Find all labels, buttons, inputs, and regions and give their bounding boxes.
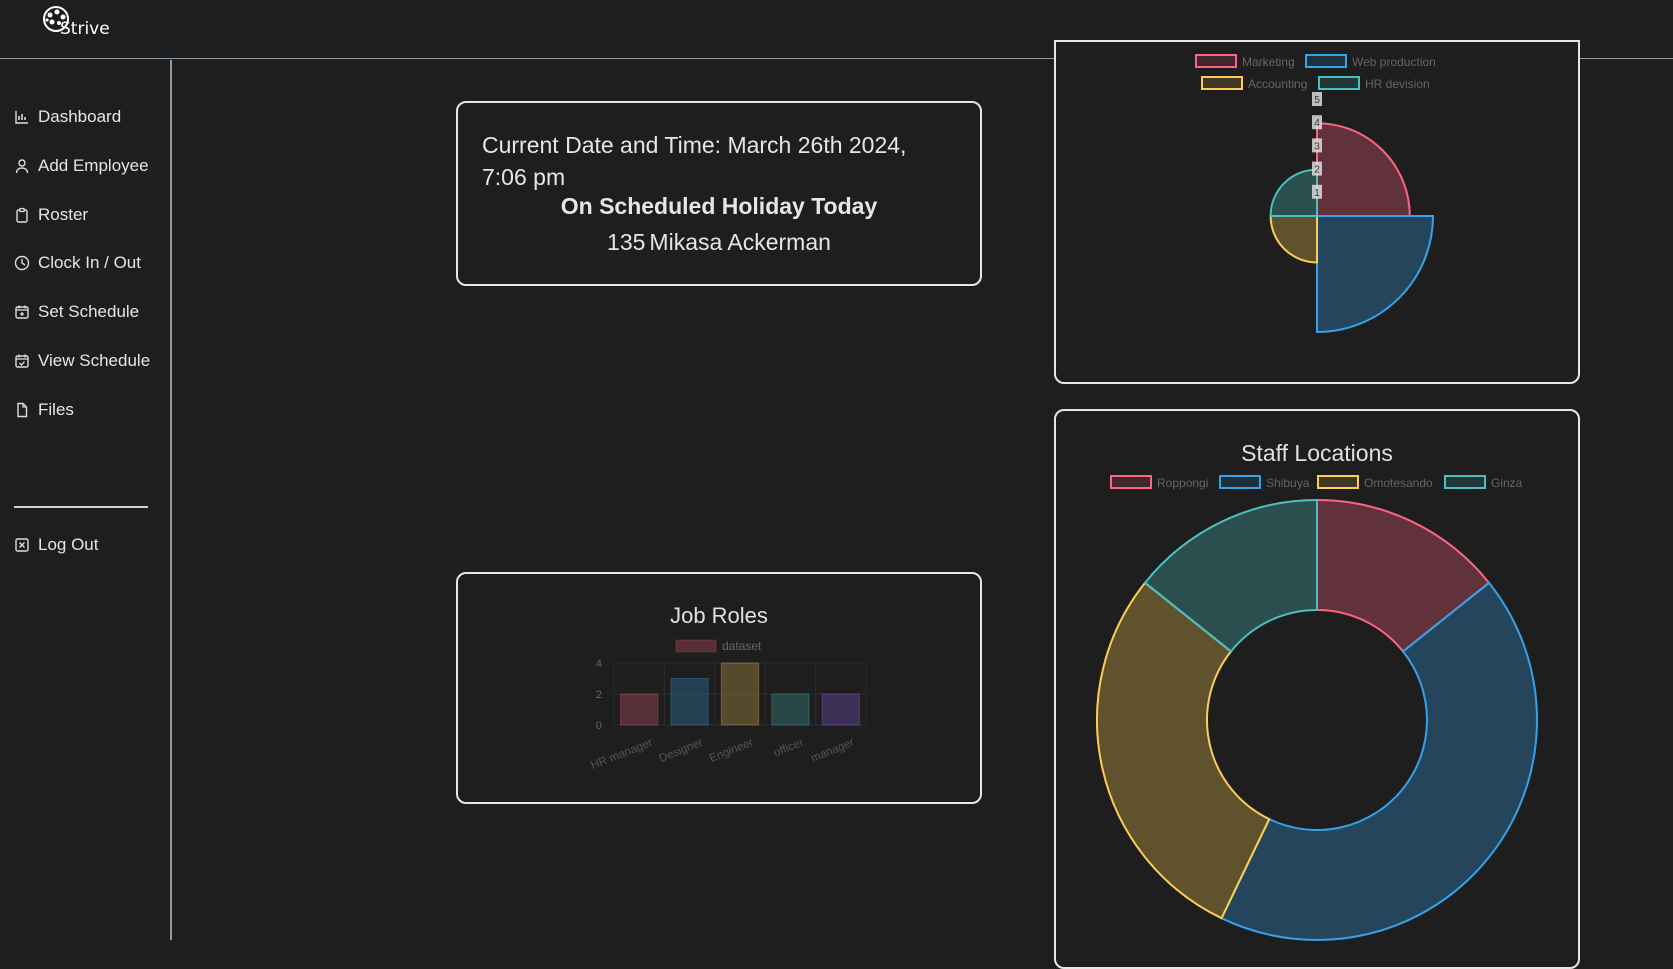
file-icon bbox=[17, 402, 28, 418]
legend-label: Omotesando bbox=[1364, 476, 1433, 490]
staff-locations-card: Staff Locations Roppongi Shibuya Omotesand… bbox=[1054, 409, 1580, 969]
x-tick-label: officer bbox=[772, 737, 805, 760]
current-datetime: Current Date and Time: March 26th 2024, … bbox=[482, 132, 907, 190]
app-logo[interactable]: Strive bbox=[40, 5, 110, 39]
sidebar-item-label: Files bbox=[38, 400, 74, 419]
legend-label: HR devision bbox=[1365, 77, 1430, 91]
sidebar-item-view-schedule[interactable]: View Schedule bbox=[14, 348, 150, 374]
clipboard-icon bbox=[16, 207, 28, 223]
polar-segment[interactable] bbox=[1316, 122, 1411, 217]
y-tick-label: 4 bbox=[596, 658, 602, 670]
sidebar-item-label: Clock In / Out bbox=[38, 253, 141, 272]
chart-title: Job Roles bbox=[670, 603, 768, 628]
legend-swatch bbox=[1201, 76, 1243, 90]
r-tick-backdrop bbox=[1312, 161, 1322, 176]
close-box-icon bbox=[15, 538, 29, 552]
y-tick-label: 0 bbox=[596, 720, 602, 732]
sidebar-divider bbox=[14, 506, 148, 508]
departments-card: Marketing Web production Accounting HR devi… bbox=[1054, 40, 1580, 384]
top-bar: Strive bbox=[0, 0, 1673, 59]
person-icon bbox=[15, 159, 29, 174]
bar-chart-icon bbox=[15, 111, 28, 124]
brain-logo-icon bbox=[43, 6, 69, 32]
logout-button[interactable]: Log Out bbox=[14, 532, 99, 558]
job-roles-chart: Job Roles dataset 0 2 4 HR manager Designer… bbox=[589, 603, 867, 773]
r-tick-label: 3 bbox=[1314, 141, 1320, 152]
sidebar-item-clock-in-out[interactable]: Clock In / Out bbox=[14, 250, 141, 276]
bar[interactable] bbox=[720, 662, 760, 726]
employee-id: 135 bbox=[607, 229, 646, 255]
r-tick-backdrop bbox=[1312, 92, 1322, 106]
chart-title: Staff Locations bbox=[1241, 440, 1393, 466]
holiday-status: On Scheduled Holiday Today bbox=[560, 193, 878, 219]
sidebar-item-label: Add Employee bbox=[38, 156, 149, 175]
x-tick-label: HR manager bbox=[589, 737, 654, 773]
r-tick-label: 1 bbox=[1314, 188, 1320, 199]
y-tick-label: 2 bbox=[596, 689, 602, 701]
legend-swatch bbox=[1110, 475, 1152, 489]
legend-swatch bbox=[675, 639, 717, 653]
r-tick-label: 5 bbox=[1314, 95, 1320, 106]
employee-info: 135 Mikasa Ackerman bbox=[458, 229, 980, 256]
polar-segment[interactable] bbox=[1316, 215, 1435, 334]
legend-swatch bbox=[1219, 475, 1261, 489]
sidebar-item-dashboard[interactable]: Dashboard bbox=[14, 104, 121, 130]
r-tick-label: 4 bbox=[1314, 118, 1320, 129]
polar-segment[interactable] bbox=[1269, 168, 1318, 217]
bar[interactable] bbox=[771, 693, 810, 726]
doughnut-segment[interactable] bbox=[1096, 581, 1271, 920]
sidebar-item-label: Set Schedule bbox=[38, 302, 140, 321]
legend-swatch bbox=[1317, 475, 1359, 489]
legend-label: Roppongi bbox=[1157, 476, 1208, 490]
job-roles-card: Job Roles dataset 0 2 4 HR manager Designer… bbox=[456, 572, 982, 804]
staff-locations-chart: Staff Locations Roppongi Shibuya Omotesand… bbox=[1096, 440, 1538, 941]
sidebar-item-files[interactable]: Files bbox=[14, 397, 74, 423]
doughnut-segment[interactable] bbox=[1220, 581, 1538, 941]
x-tick-label: Engineer bbox=[708, 737, 755, 765]
sidebar-item-add-employee[interactable]: Add Employee bbox=[14, 153, 149, 179]
legend-swatch bbox=[1318, 76, 1360, 90]
polar-segment[interactable] bbox=[1269, 215, 1318, 264]
r-tick-backdrop bbox=[1312, 184, 1322, 199]
legend-label: Marketing bbox=[1242, 55, 1295, 69]
r-tick-backdrop bbox=[1312, 138, 1322, 153]
legend-label: Ginza bbox=[1491, 476, 1523, 490]
sidebar-item-set-schedule[interactable]: Set Schedule bbox=[14, 299, 139, 325]
legend-label: Shibuya bbox=[1266, 476, 1310, 490]
employee-name: Mikasa Ackerman bbox=[649, 229, 831, 255]
legend-swatch bbox=[1305, 54, 1347, 68]
sidebar: Dashboard Add Employee Roster Clock In /… bbox=[0, 60, 172, 940]
legend-swatch bbox=[1195, 54, 1237, 68]
calendar-plus-icon bbox=[15, 305, 29, 319]
calendar-check-icon bbox=[15, 354, 29, 368]
legend-label: dataset bbox=[722, 639, 762, 653]
sidebar-item-label: Roster bbox=[38, 205, 89, 224]
departments-chart: Marketing Web production Accounting HR devi… bbox=[1195, 54, 1436, 334]
r-tick-backdrop bbox=[1312, 115, 1322, 130]
logout-label: Log Out bbox=[38, 535, 99, 554]
sidebar-item-label: View Schedule bbox=[38, 351, 151, 370]
doughnut-segment[interactable] bbox=[1143, 498, 1318, 653]
bar[interactable] bbox=[670, 678, 709, 726]
status-card: Current Date and Time: March 26th 2024, … bbox=[456, 101, 982, 286]
x-tick-label: manager bbox=[809, 737, 856, 765]
legend-label: Web production bbox=[1352, 55, 1436, 69]
legend-label: Accounting bbox=[1248, 77, 1307, 91]
bar[interactable] bbox=[620, 693, 659, 726]
bar[interactable] bbox=[821, 693, 860, 726]
sidebar-item-roster[interactable]: Roster bbox=[14, 202, 88, 228]
x-tick-label: Designer bbox=[658, 737, 705, 765]
legend-swatch bbox=[1444, 475, 1486, 489]
sidebar-item-label: Dashboard bbox=[38, 107, 122, 126]
logo-text: Strive bbox=[60, 19, 110, 39]
clock-icon bbox=[14, 255, 30, 271]
r-tick-label: 2 bbox=[1314, 165, 1320, 176]
